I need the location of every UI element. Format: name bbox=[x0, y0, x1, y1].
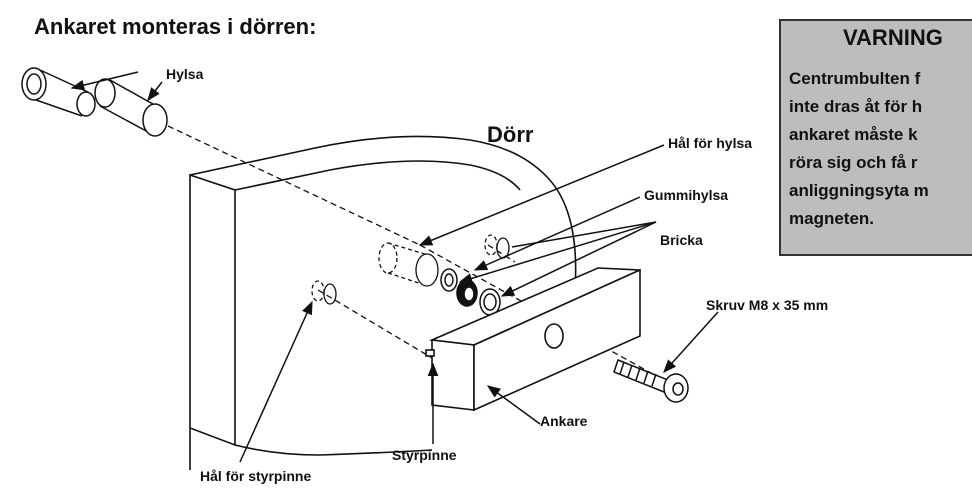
guide-pin-hole bbox=[311, 280, 337, 305]
label-door: Dörr bbox=[487, 122, 534, 147]
screw bbox=[613, 359, 689, 403]
label-hylsa: Hylsa bbox=[166, 66, 204, 82]
label-ankare: Ankare bbox=[540, 413, 588, 429]
warning-line: Centrumbulten f bbox=[789, 69, 921, 88]
warning-box: VARNING Centrumbulten f inte dras åt för… bbox=[779, 19, 972, 256]
warning-heading: VARNING bbox=[843, 25, 943, 50]
leader-arrows bbox=[70, 71, 719, 463]
label-skruv: Skruv M8 x 35 mm bbox=[706, 297, 828, 313]
label-hal-for-hylsa: Hål för hylsa bbox=[668, 135, 752, 151]
guide-lines bbox=[167, 125, 661, 379]
warning-line: inte dras åt för h bbox=[789, 97, 923, 116]
warning-line: ankaret måste k bbox=[789, 125, 918, 144]
warning-line: anliggningsyta m bbox=[789, 181, 929, 200]
label-styrpinne: Styrpinne bbox=[392, 447, 457, 463]
washers bbox=[440, 268, 501, 316]
sleeve-hole bbox=[378, 234, 510, 287]
warning-text: Centrumbulten f inte dras åt för h ankar… bbox=[789, 65, 972, 233]
sleeve-part bbox=[21, 67, 168, 137]
label-gummihylsa: Gummihylsa bbox=[644, 187, 728, 203]
page-title: Ankaret monteras i dörren: bbox=[34, 14, 317, 39]
warning-line: röra sig och få r bbox=[789, 153, 918, 172]
door bbox=[189, 135, 577, 470]
warning-line: magneten. bbox=[789, 209, 875, 228]
label-hal-for-styrpinne: Hål för styrpinne bbox=[200, 468, 311, 484]
armature-plate bbox=[425, 267, 641, 412]
label-bricka: Bricka bbox=[660, 232, 703, 248]
